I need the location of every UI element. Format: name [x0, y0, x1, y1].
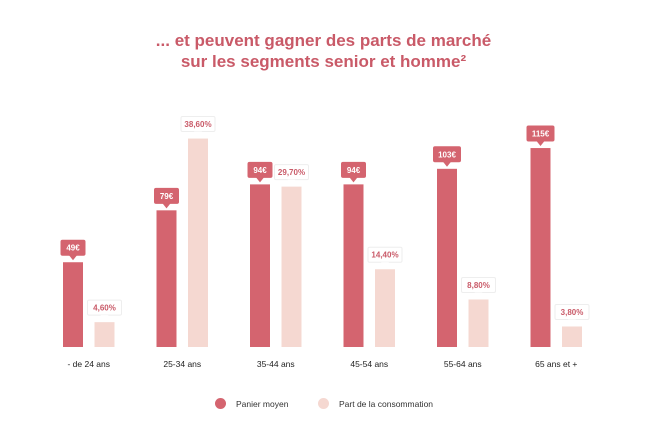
legend-item-part-consommation: Part de la consommation [318, 398, 433, 409]
data-label-panier-moyen-3-pointer [349, 177, 358, 183]
data-label-part-consommation-5-pointer [568, 319, 576, 325]
title-line-2: sur les segments senior et homme² [180, 52, 467, 71]
category-label-1: 25-34 ans [163, 359, 201, 369]
bar-panier-moyen-2 [250, 184, 270, 347]
legend-label-panier-moyen: Panier moyen [236, 398, 289, 409]
data-label-panier-moyen-0: 49€ [66, 244, 80, 253]
category-label-2: 35-44 ans [257, 359, 295, 369]
data-label-part-consommation-2: 29,70% [278, 168, 305, 177]
data-label-panier-moyen-4-pointer [443, 161, 451, 167]
category-label-0: - de 24 ans [67, 359, 110, 369]
data-label-part-consommation-4: 8,80% [467, 281, 490, 290]
data-label-panier-moyen-1-pointer [162, 203, 171, 209]
data-label-part-consommation-0: 4,60% [93, 304, 116, 313]
data-label-part-consommation-0-pointer [100, 315, 109, 321]
bar-part-consommation-5 [562, 326, 582, 347]
data-label-panier-moyen-0-pointer [69, 255, 77, 261]
data-label-panier-moyen-5-pointer [536, 141, 545, 147]
bar-panier-moyen-5 [530, 148, 551, 347]
data-label-part-consommation-5: 3,80% [561, 308, 584, 317]
bar-panier-moyen-3 [343, 184, 364, 347]
data-label-part-consommation-1: 38,60% [184, 120, 211, 129]
category-label-3: 45-54 ans [350, 359, 388, 369]
chart-title: ... et peuvent gagner des parts de march… [0, 30, 647, 72]
data-label-panier-moyen-2-pointer [256, 177, 264, 183]
legend: Panier moyen Part de la consommation [0, 398, 647, 418]
data-label-part-consommation-3: 14,40% [371, 251, 398, 260]
category-label-4: 55-64 ans [444, 359, 482, 369]
legend-swatch-panier-moyen [215, 398, 226, 409]
data-label-part-consommation-3-pointer [381, 262, 389, 268]
data-label-panier-moyen-4: 103€ [438, 150, 456, 159]
bar-part-consommation-3 [375, 269, 395, 347]
data-label-part-consommation-2-pointer [287, 179, 296, 185]
bar-panier-moyen-0 [63, 262, 83, 347]
bar-panier-moyen-4 [437, 168, 457, 347]
data-label-part-consommation-4-pointer [474, 292, 483, 298]
data-label-panier-moyen-2: 94€ [253, 166, 267, 175]
data-label-part-consommation-1-pointer [194, 131, 202, 137]
category-label-5: 65 ans et + [535, 359, 577, 369]
bar-part-consommation-0 [94, 322, 115, 347]
bar-part-consommation-2 [281, 186, 302, 347]
title-line-1: ... et peuvent gagner des parts de march… [155, 31, 492, 50]
legend-item-panier-moyen: Panier moyen [215, 398, 288, 409]
legend-swatch-part-consommation [318, 398, 329, 409]
data-label-panier-moyen-5: 115€ [532, 130, 550, 139]
legend-label-part-consommation: Part de la consommation [339, 398, 434, 409]
data-label-panier-moyen-3: 94€ [347, 166, 361, 175]
data-label-panier-moyen-1: 79€ [160, 192, 174, 201]
bar-part-consommation-1 [188, 138, 208, 347]
bar-panier-moyen-1 [156, 210, 177, 347]
bar-part-consommation-4 [468, 299, 489, 347]
